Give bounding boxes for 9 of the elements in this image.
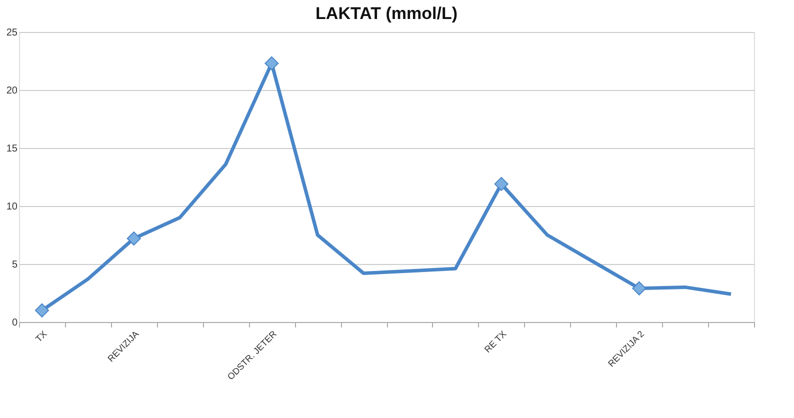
chart-title: LAKTAT (mmol/L) — [316, 4, 458, 23]
y-tick-label: 20 — [6, 86, 18, 96]
x-tick-label: RE TX — [482, 328, 508, 354]
y-tick-label: 25 — [6, 28, 18, 38]
y-tick-label: 0 — [12, 318, 18, 328]
y-tick-label: 5 — [12, 260, 18, 270]
y-tick-label: 10 — [6, 202, 18, 212]
x-tick-label: TX — [34, 328, 49, 344]
y-tick-label: 15 — [6, 144, 18, 154]
